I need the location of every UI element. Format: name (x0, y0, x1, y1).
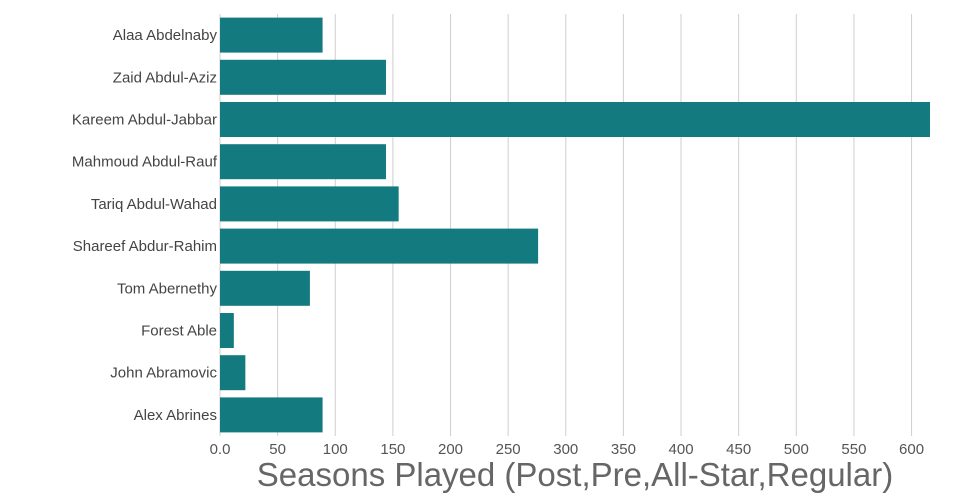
bar (220, 355, 246, 391)
category-label: Shareef Abdur-Rahim (73, 238, 217, 255)
x-tick-label: 100 (323, 441, 348, 458)
category-label: Alex Abrines (134, 407, 217, 424)
category-label: Mahmoud Abdul-Rauf (72, 154, 218, 171)
bar (220, 102, 930, 137)
x-tick-label: 300 (553, 441, 578, 458)
bar (220, 270, 310, 306)
x-tick-label: 50 (269, 441, 286, 458)
x-tick-label: 0.0 (210, 441, 231, 458)
x-tick-label: 450 (726, 441, 751, 458)
bars (220, 17, 930, 433)
x-tick-label: 600 (899, 441, 924, 458)
category-label: Tom Abernethy (117, 280, 218, 297)
bar (220, 186, 399, 222)
x-tick-label: 500 (784, 441, 809, 458)
category-label: John Abramovic (110, 365, 217, 382)
bar (220, 17, 323, 53)
category-label: Kareem Abdul-Jabbar (72, 112, 217, 129)
bar (220, 144, 386, 180)
x-axis-title: Seasons Played (Post,Pre,All-Star,Regula… (257, 456, 893, 493)
x-tick-label: 400 (669, 441, 694, 458)
category-label: Alaa Abdelnaby (113, 27, 218, 44)
x-tick-label: 350 (611, 441, 636, 458)
category-label: Tariq Abdul-Wahad (91, 196, 217, 213)
category-labels: Alaa Abdelnaby Zaid Abdul-Aziz Kareem Abdu… (72, 27, 218, 424)
x-tick-label: 150 (380, 441, 405, 458)
x-tick-labels: 0.0 50 100 150 200 250 300 350 400 450 500 550 600 (210, 441, 925, 458)
bar (220, 397, 323, 433)
bar (220, 228, 539, 264)
x-tick-label: 200 (438, 441, 463, 458)
bar (220, 59, 386, 95)
category-label: Zaid Abdul-Aziz (113, 69, 217, 86)
bar (220, 313, 234, 348)
x-tick-label: 550 (841, 441, 866, 458)
x-tick-label: 250 (496, 441, 521, 458)
category-label: Forest Able (141, 323, 217, 340)
